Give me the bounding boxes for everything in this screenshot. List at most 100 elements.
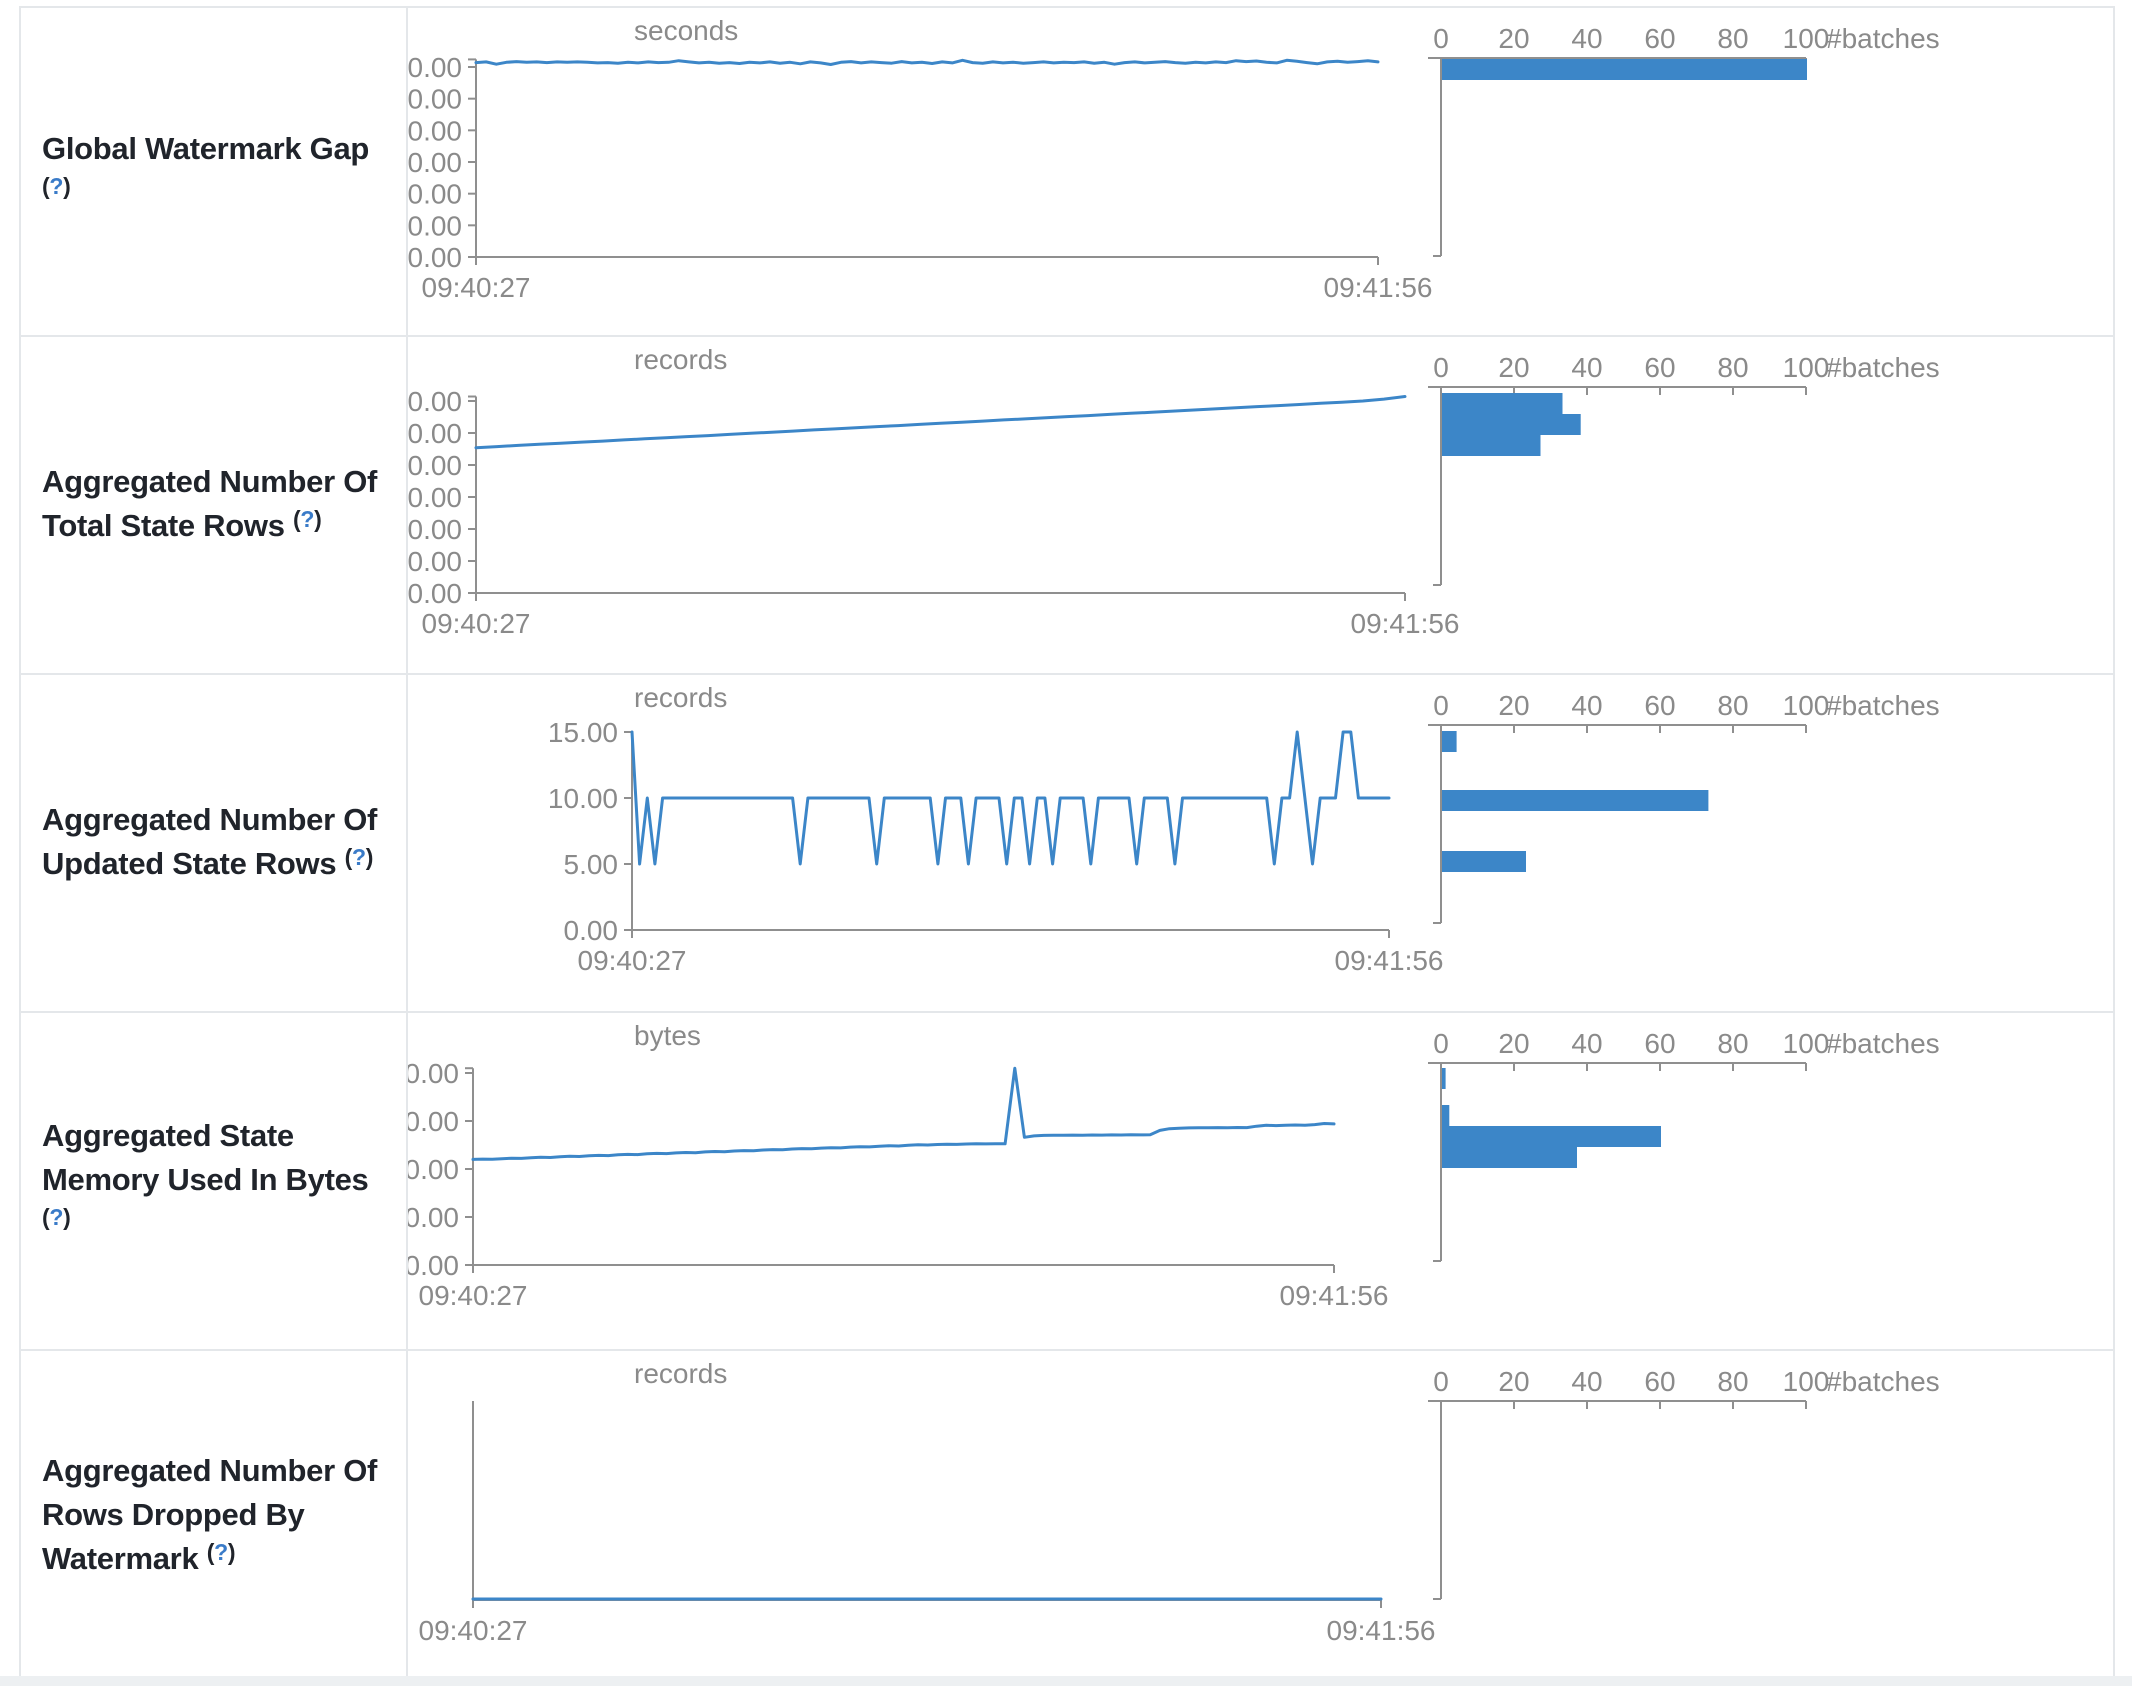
y-axis-tick-label: 3,000.00	[408, 386, 462, 417]
hist-bar-5	[1442, 851, 1526, 872]
y-axis-tick-label: 1,000.00	[408, 514, 462, 545]
metric-title-line: Aggregated Number Of	[42, 1453, 378, 1488]
metric-title-line: Global Watermark Gap	[42, 130, 370, 166]
hist-axis-tick-label: 60	[1644, 690, 1675, 721]
timeline-unit-label: records	[634, 682, 727, 713]
hist-axis-tick-label: 100	[1783, 23, 1830, 54]
hist-axis-tick-label: 80	[1717, 23, 1748, 54]
metric-title-line: (?)	[42, 1202, 406, 1248]
metric-title-line: Watermark (?)	[42, 1539, 236, 1576]
metric-row: Aggregated Number Of Rows Dropped By Water…	[21, 1351, 2113, 1681]
metric-row: Global Watermark Gap (?) seconds 60.0050.00…	[21, 8, 2113, 337]
hist-bar-2,850	[1442, 393, 1563, 414]
y-axis-tick-label: 20.00	[408, 179, 462, 210]
x-axis-end-label: 09:41:56	[1335, 945, 1444, 976]
hist-axis-tick-label: 60	[1644, 23, 1675, 54]
timeline-series-line	[474, 395, 1407, 450]
hist-axis-tick-label: 40	[1571, 690, 1602, 721]
timeline-series-line	[474, 58, 1380, 66]
x-axis-end-label: 09:41:56	[1324, 272, 1433, 303]
help-indicator: (?)	[206, 1539, 236, 1565]
hist-unit-label: #batches	[1826, 690, 1940, 721]
timeline-unit-label: records	[634, 344, 727, 375]
metric-row: Aggregated Number Of Total State Rows (?)…	[21, 337, 2113, 675]
help-indicator: (?)	[292, 506, 322, 532]
metric-charts-cell: records 15.00 10.00 5.00 0.00 09:40:27 09:41:5…	[408, 675, 2132, 1011]
charts-svg: bytes 2,000,000.00 1,500,000.00 1,000,000.0…	[408, 1020, 1940, 1311]
x-axis-start-label: 09:40:27	[419, 1280, 528, 1311]
hist-axis-tick-label: 20	[1498, 352, 1529, 383]
hist-axis-tick-label: 80	[1717, 1028, 1748, 1059]
metric-title-line: Rows Dropped By	[42, 1497, 305, 1532]
metric-title-line: Aggregated Number Of	[42, 464, 378, 499]
hist-axis-tick-label: 100	[1783, 1028, 1830, 1059]
y-axis-tick-label: 5.00	[564, 849, 619, 880]
hist-unit-label: #batches	[1826, 23, 1940, 54]
hist-axis-tick-label: 60	[1644, 352, 1675, 383]
help-question-link[interactable]: ?	[351, 844, 366, 870]
hist-axis-tick-label: 40	[1571, 23, 1602, 54]
hist-axis-tick-label: 20	[1498, 1028, 1529, 1059]
metric-title-line: Total State Rows (?)	[42, 506, 322, 543]
metric-row: Aggregated Number Of Updated State Rows (…	[21, 675, 2113, 1013]
page-background-strip	[0, 1676, 2132, 1686]
metric-title-line: (?)	[42, 171, 406, 217]
hist-unit-label: #batches	[1826, 352, 1940, 383]
x-axis-end-label: 09:41:56	[1327, 1615, 1436, 1646]
y-axis-tick-label: 1,500.00	[408, 482, 462, 513]
hist-axis-tick-label: 20	[1498, 1366, 1529, 1397]
hist-axis-tick-label: 40	[1571, 352, 1602, 383]
hist-axis-tick-label: 0	[1433, 352, 1449, 383]
hist-axis-tick-label: 60	[1644, 1028, 1675, 1059]
y-axis-tick-label: 0.00	[408, 1250, 459, 1281]
help-question-link[interactable]: ?	[49, 1204, 64, 1230]
hist-unit-label: #batches	[1826, 1028, 1940, 1059]
hist-axis-tick-label: 0	[1433, 23, 1449, 54]
y-axis-tick-label: 0.00	[564, 915, 619, 946]
x-axis-start-label: 09:40:27	[422, 608, 531, 639]
x-axis-start-label: 09:40:27	[578, 945, 687, 976]
metric-title-line: Aggregated Number Of	[42, 802, 378, 837]
metric-title-line: Aggregated State	[42, 1118, 294, 1153]
hist-bar-60-65	[1442, 59, 1807, 80]
help-question-link[interactable]: ?	[49, 172, 64, 199]
y-axis-tick-label: 2,500.00	[408, 418, 462, 449]
x-axis-end-label: 09:41:56	[1280, 1280, 1389, 1311]
y-axis-tick-label: 1,000,000.00	[408, 1154, 459, 1185]
metric-title-line: Updated State Rows (?)	[42, 844, 374, 881]
y-axis-tick-label: 500.00	[408, 546, 462, 577]
metric-title-line: Memory Used In Bytes	[42, 1162, 369, 1197]
timeline-unit-label: records	[634, 1358, 727, 1389]
help-indicator: (?)	[344, 844, 374, 870]
y-axis-tick-label: 0.00	[408, 578, 462, 609]
x-axis-start-label: 09:40:27	[419, 1615, 528, 1646]
y-axis-tick-label: 0.00	[408, 242, 462, 273]
y-axis-tick-label: 10.00	[548, 783, 618, 814]
charts-svg: records3,000.002,500.002,000.001,500.001…	[408, 344, 1940, 639]
timeline-series-line	[630, 730, 1391, 866]
hist-axis-tick-label: 20	[1498, 23, 1529, 54]
y-axis-tick-label: 2,000,000.00	[408, 1058, 459, 1089]
charts-svg: records 09:40:27 09:41:56 0 20 40 60 80 100#batc…	[419, 1358, 1940, 1646]
x-axis-start-label: 09:40:27	[422, 272, 531, 303]
hist-unit-label: #batches	[1826, 1366, 1940, 1397]
hist-axis-tick-label: 100	[1783, 352, 1830, 383]
metric-row: Aggregated State Memory Used In Bytes (?) b…	[21, 1013, 2113, 1351]
help-question-link[interactable]: ?	[300, 506, 315, 532]
hist-bar-1,250,000	[1442, 1147, 1577, 1168]
y-axis-tick-label: 500,000.00	[408, 1202, 459, 1233]
hist-axis-tick-label: 20	[1498, 690, 1529, 721]
metric-label-cell: Global Watermark Gap (?)	[21, 8, 408, 335]
metric-charts-cell: seconds 60.0050.0040.0030.0020.0010.000.0…	[408, 8, 2132, 335]
metric-label-cell: Aggregated Number Of Total State Rows (?)	[21, 337, 408, 673]
streaming-metrics-table: Global Watermark Gap (?) seconds 60.0050.00…	[19, 6, 2115, 1683]
help-question-link[interactable]: ?	[214, 1539, 228, 1565]
help-indicator: (?)	[42, 172, 71, 199]
hist-axis-tick-label: 80	[1717, 690, 1748, 721]
metric-label-cell: Aggregated Number Of Updated State Rows (…	[21, 675, 408, 1011]
hist-bar-2,050,000	[1442, 1068, 1446, 1089]
metric-charts-cell: records 09:40:27 09:41:56 0 20 40 60 80 100 #batc…	[408, 1351, 2132, 1681]
y-axis-tick-label: 50.00	[408, 84, 462, 115]
x-axis-end-label: 09:41:56	[1351, 608, 1460, 639]
